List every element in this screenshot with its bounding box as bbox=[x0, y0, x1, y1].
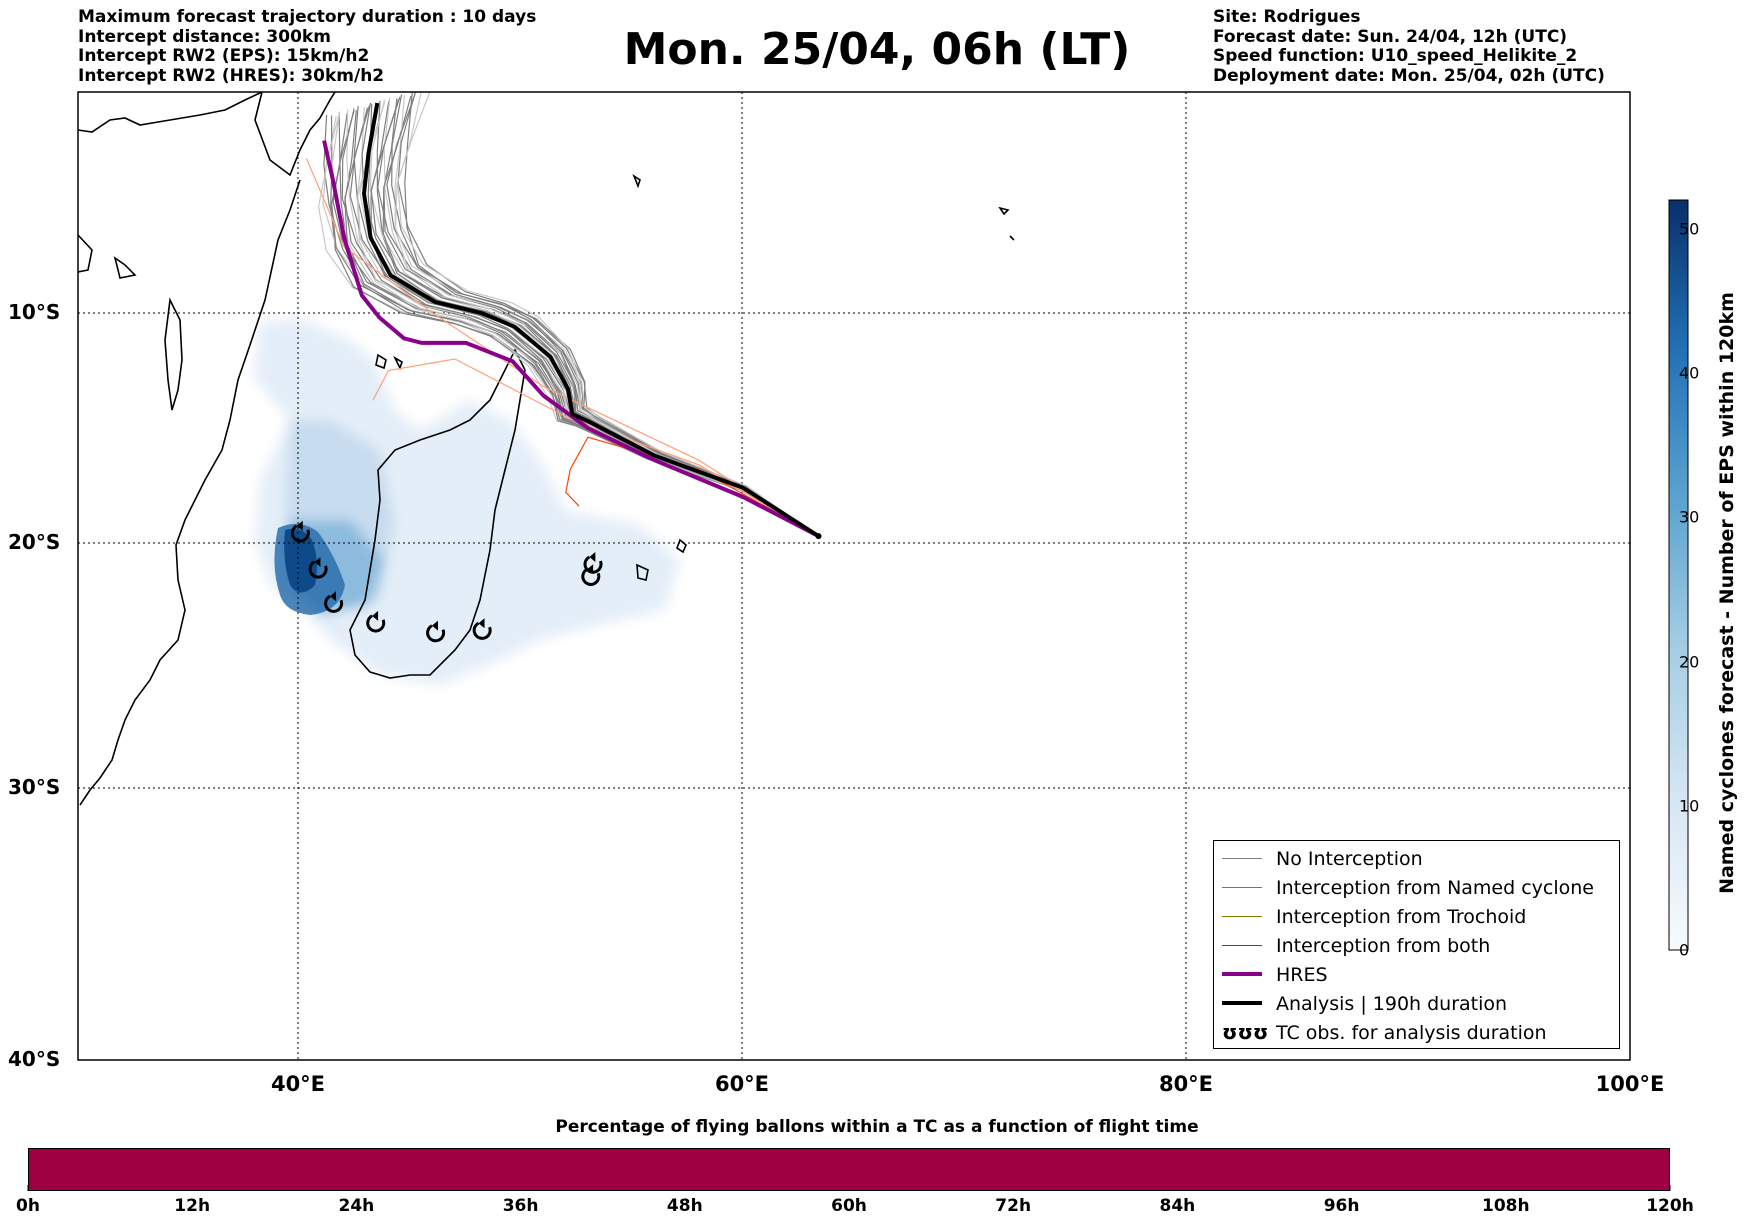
lon-label-60e: 60°E bbox=[714, 1072, 770, 1096]
header-intercept-eps: Intercept RW2 (EPS): 15km/h2 bbox=[78, 46, 370, 66]
flight-time-tick-label: 48h bbox=[666, 1196, 703, 1216]
legend-tc-obs: ʊʊʊ TC obs. for analysis duration bbox=[1214, 1019, 1619, 1048]
lon-label-100e: 100°E bbox=[1595, 1072, 1665, 1096]
header-intercept-distance: Intercept distance: 300km bbox=[78, 26, 331, 47]
tc-observation-icon bbox=[472, 618, 492, 640]
colorbar-tick-20: 20 bbox=[1679, 652, 1700, 672]
mauritius-island bbox=[676, 538, 687, 554]
tc-observations bbox=[290, 520, 822, 643]
flight-time-tick-label: 84h bbox=[1159, 1196, 1196, 1216]
eps-trajectory bbox=[404, 92, 819, 537]
legend-swatch-named-cyclone bbox=[1222, 887, 1262, 888]
legend-both: Interception from both bbox=[1214, 932, 1619, 961]
legend-label-analysis: Analysis | 190h duration bbox=[1276, 993, 1508, 1015]
flight-time-bar bbox=[28, 1148, 1670, 1191]
seychelles bbox=[632, 173, 1015, 241]
tc-observation-icon bbox=[426, 620, 446, 643]
header-right-info: Site: Rodrigues Forecast date: Sun. 24/0… bbox=[1213, 7, 1605, 86]
header-max-duration: Maximum forecast trajectory duration : 1… bbox=[78, 7, 537, 27]
header-deployment-date: Deployment date: Mon. 25/04, 02h (UTC) bbox=[1213, 65, 1605, 86]
flight-time-tick-label: 12h bbox=[174, 1196, 211, 1216]
lat-label-30s: 30°S bbox=[8, 775, 61, 799]
tc-observation-icon bbox=[366, 610, 386, 633]
release-site-marker bbox=[815, 533, 822, 540]
legend-analysis: Analysis | 190h duration bbox=[1214, 990, 1619, 1019]
lon-label-40e: 40°E bbox=[270, 1072, 326, 1096]
coastlines bbox=[78, 92, 1015, 806]
lake-malawi bbox=[164, 297, 183, 411]
header-left-info: Maximum forecast trajectory duration : 1… bbox=[78, 7, 537, 86]
africa-coastline bbox=[78, 92, 336, 806]
legend-label-trochoid: Interception from Trochoid bbox=[1276, 906, 1527, 928]
legend-swatch-both bbox=[1222, 945, 1262, 946]
map-legend: No Interception Interception from Named … bbox=[1213, 840, 1620, 1049]
header-intercept-hres: Intercept RW2 (HRES): 30km/h2 bbox=[78, 65, 385, 86]
flight-time-tick-label: 60h bbox=[831, 1196, 867, 1216]
main-title: Mon. 25/04, 06h (LT) bbox=[623, 24, 1131, 75]
colorbar-tick-10: 10 bbox=[1679, 796, 1700, 816]
legend-label-no-interception: No Interception bbox=[1276, 848, 1423, 870]
legend-label-named-cyclone: Interception from Named cyclone bbox=[1276, 877, 1594, 899]
eps-density-heatmap bbox=[255, 318, 680, 685]
tc-observation-icon bbox=[324, 591, 344, 613]
flight-time-tick-label: 0h bbox=[16, 1196, 40, 1216]
map-content bbox=[78, 92, 1630, 1060]
reunion-island bbox=[636, 563, 649, 581]
lon-label-80e: 80°E bbox=[1158, 1072, 1214, 1096]
lat-label-20s: 20°S bbox=[8, 530, 61, 554]
eps-trajectory bbox=[391, 94, 819, 537]
eps-trajectory bbox=[353, 106, 819, 537]
gridlines bbox=[78, 92, 1630, 1060]
colorbar-tick-30: 30 bbox=[1679, 507, 1700, 527]
density-colorbar bbox=[1668, 199, 1689, 951]
flight-time-tick-label: 96h bbox=[1323, 1196, 1360, 1216]
flight-time-tick-label: 108h bbox=[1482, 1196, 1530, 1216]
tc-observation-icon bbox=[308, 556, 328, 579]
legend-swatch-trochoid bbox=[1222, 916, 1262, 917]
legend-label-tc-obs: TC obs. for analysis duration bbox=[1276, 1022, 1547, 1044]
legend-named-cyclone: Interception from Named cyclone bbox=[1214, 874, 1619, 903]
map-frame bbox=[77, 91, 1631, 1061]
comoros bbox=[375, 353, 403, 371]
colorbar-tick-40: 40 bbox=[1679, 363, 1700, 383]
legend-no-interception: No Interception bbox=[1214, 845, 1619, 874]
header-site: Site: Rodrigues bbox=[1213, 7, 1361, 27]
colorbar-tick-0: 0 bbox=[1679, 940, 1690, 960]
hres-trajectory bbox=[322, 140, 820, 538]
flight-time-tick-label: 120h bbox=[1646, 1196, 1694, 1216]
cyclone-symbol-icon: ʊʊʊ bbox=[1222, 1020, 1269, 1044]
header-forecast-date: Forecast date: Sun. 24/04, 12h (UTC) bbox=[1213, 26, 1568, 47]
flight-time-bar-fill bbox=[29, 1149, 1669, 1190]
header-speed-function: Speed function: U10_speed_Helikite_2 bbox=[1213, 46, 1578, 66]
africa-interior-lake bbox=[78, 234, 137, 279]
lat-label-10s: 10°S bbox=[8, 300, 61, 324]
colorbar-label: Named cyclones forecast - Number of EPS … bbox=[1716, 292, 1738, 894]
named-cyclone-trajectory bbox=[372, 358, 819, 537]
legend-hres: HRES bbox=[1214, 961, 1619, 990]
legend-swatch-no-interception bbox=[1222, 858, 1262, 859]
tc-observation-icon bbox=[290, 520, 310, 543]
eps-trajectory bbox=[383, 97, 819, 537]
flight-time-bar-title: Percentage of flying ballons within a TC… bbox=[555, 1117, 1199, 1137]
colorbar-tick-50: 50 bbox=[1679, 219, 1700, 239]
flight-time-tick-label: 24h bbox=[338, 1196, 375, 1216]
eps-trajectory bbox=[397, 92, 819, 537]
legend-swatch-hres bbox=[1222, 972, 1262, 976]
legend-trochoid: Interception from Trochoid bbox=[1214, 903, 1619, 932]
analysis-trajectory bbox=[361, 102, 820, 538]
legend-swatch-analysis bbox=[1222, 1001, 1262, 1005]
legend-label-both: Interception from both bbox=[1276, 935, 1491, 957]
tc-observation-icon bbox=[583, 552, 603, 574]
madagascar-coastline bbox=[349, 348, 526, 679]
flight-time-tick-label: 36h bbox=[502, 1196, 539, 1216]
lat-label-40s: 40°S bbox=[8, 1047, 61, 1071]
flight-time-tick-label: 72h bbox=[995, 1196, 1032, 1216]
legend-label-hres: HRES bbox=[1276, 964, 1328, 986]
eps-trajectory bbox=[397, 92, 819, 537]
